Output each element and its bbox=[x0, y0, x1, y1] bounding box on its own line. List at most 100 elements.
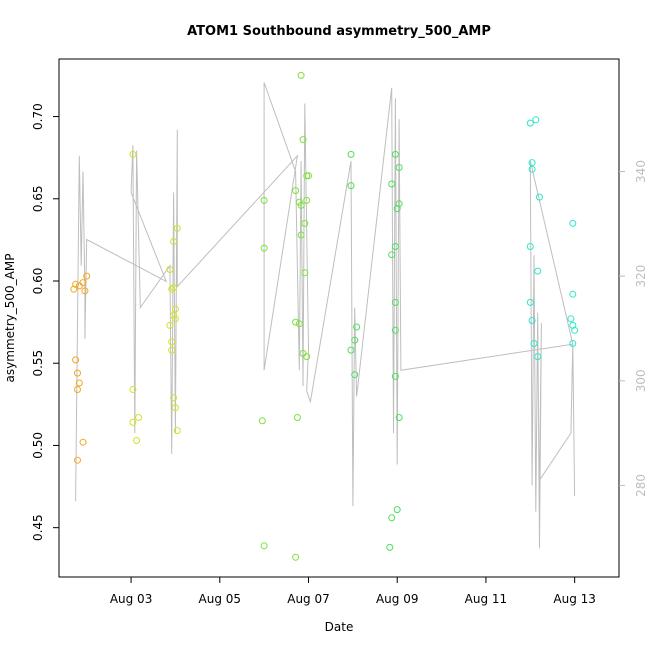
x-axis: Aug 03 Aug 05 Aug 07 Aug 09 Aug 11 Aug 13 bbox=[110, 577, 596, 606]
y-tick-label: 0.60 bbox=[31, 268, 45, 295]
scatter-point bbox=[526, 298, 534, 306]
scatter-point bbox=[571, 326, 579, 334]
scatter-point bbox=[170, 312, 178, 319]
scatter-point bbox=[74, 386, 81, 393]
x-axis-label: Date bbox=[325, 620, 354, 634]
scatter-points bbox=[70, 71, 579, 561]
scatter-point bbox=[388, 251, 396, 259]
scatter-point bbox=[133, 437, 141, 444]
scatter-point bbox=[301, 269, 309, 277]
scatter-point bbox=[75, 379, 83, 387]
scatter-point bbox=[171, 404, 179, 412]
scatter-point bbox=[171, 305, 179, 313]
right-y-axis: 280 300 320 340 bbox=[619, 160, 648, 497]
x-tick-label: Aug 07 bbox=[287, 592, 330, 606]
chart-title: ATOM1 Southbound asymmetry_500_AMP bbox=[187, 24, 491, 39]
scatter-point bbox=[129, 386, 137, 393]
scatter-point bbox=[166, 321, 174, 329]
scatter-point bbox=[393, 506, 401, 514]
y-tick-label: 0.45 bbox=[31, 514, 45, 541]
scatter-point bbox=[569, 321, 577, 329]
scatter-point bbox=[168, 346, 176, 354]
y-tick-label: 0.50 bbox=[31, 432, 45, 459]
scatter-point bbox=[260, 244, 268, 252]
scatter-point bbox=[395, 414, 403, 421]
scatter-point bbox=[70, 285, 78, 293]
scatter-point bbox=[391, 243, 399, 250]
scatter-point bbox=[168, 338, 176, 346]
scatter-point bbox=[297, 201, 305, 209]
scatter-point bbox=[83, 272, 91, 280]
scatter-point bbox=[170, 394, 178, 402]
scatter-point bbox=[528, 317, 536, 324]
scatter-point bbox=[299, 136, 307, 144]
scatter-point bbox=[74, 369, 81, 377]
right-axis-line-series bbox=[75, 82, 576, 549]
x-tick-label: Aug 05 bbox=[199, 592, 242, 606]
scatter-point bbox=[391, 326, 399, 334]
scatter-point bbox=[129, 418, 137, 426]
scatter-point bbox=[391, 298, 399, 306]
scatter-point bbox=[534, 267, 542, 275]
scatter-point bbox=[135, 414, 142, 421]
scatter-point bbox=[391, 150, 399, 158]
scatter-point bbox=[569, 340, 577, 347]
scatter-point bbox=[166, 266, 174, 273]
scatter-point bbox=[297, 71, 305, 79]
scatter-point bbox=[388, 180, 396, 188]
y2-tick-label: 280 bbox=[634, 474, 648, 497]
scatter-point bbox=[170, 238, 178, 245]
scatter-point bbox=[393, 205, 401, 213]
y2-tick-label: 340 bbox=[634, 160, 648, 183]
plot-frame bbox=[58, 58, 620, 578]
y2-tick-label: 320 bbox=[634, 265, 648, 288]
x-tick-label: Aug 03 bbox=[110, 592, 153, 606]
scatter-point bbox=[528, 165, 536, 173]
scatter-point bbox=[526, 119, 534, 127]
scatter-point bbox=[395, 164, 403, 171]
scatter-point bbox=[567, 315, 575, 323]
scatter-point bbox=[305, 172, 312, 180]
scatter-point bbox=[79, 279, 87, 287]
scatter-point bbox=[386, 543, 394, 551]
scatter-point bbox=[170, 284, 178, 292]
scatter-point bbox=[351, 336, 359, 344]
scatter-point bbox=[129, 150, 137, 158]
y-tick-label: 0.65 bbox=[31, 185, 45, 212]
scatter-point bbox=[391, 372, 399, 380]
y-tick-label: 0.55 bbox=[31, 350, 45, 377]
y2-tick-label: 300 bbox=[634, 369, 648, 392]
x-tick-label: Aug 11 bbox=[465, 592, 508, 606]
scatter-point bbox=[347, 150, 355, 158]
scatter-point bbox=[297, 231, 305, 239]
scatter-point bbox=[72, 356, 80, 364]
x-tick-label: Aug 13 bbox=[553, 592, 596, 606]
scatter-point bbox=[173, 427, 181, 435]
scatter-point bbox=[353, 323, 361, 331]
scatter-point bbox=[168, 285, 176, 293]
scatter-point bbox=[534, 353, 542, 361]
scatter-point bbox=[292, 318, 300, 326]
scatter-point bbox=[292, 187, 300, 195]
scatter-point bbox=[292, 553, 300, 561]
scatter-point bbox=[295, 198, 303, 206]
scatter-point bbox=[301, 219, 309, 227]
scatter-point bbox=[528, 159, 536, 167]
scatter-point bbox=[347, 346, 355, 354]
scatter-point bbox=[260, 196, 268, 204]
scatter-point bbox=[81, 287, 89, 295]
scatter-point bbox=[303, 196, 311, 204]
y-tick-label: 0.70 bbox=[31, 103, 45, 130]
scatter-point bbox=[532, 116, 540, 124]
scatter-point bbox=[72, 280, 80, 288]
scatter-point bbox=[569, 219, 577, 227]
scatter-point bbox=[569, 290, 577, 298]
line-series bbox=[75, 82, 576, 549]
scatter-point bbox=[351, 371, 359, 379]
scatter-point bbox=[260, 542, 268, 550]
x-tick-label: Aug 09 bbox=[376, 592, 419, 606]
scatter-point bbox=[171, 315, 179, 323]
scatter-point bbox=[530, 340, 538, 347]
scatter-point bbox=[347, 182, 355, 190]
